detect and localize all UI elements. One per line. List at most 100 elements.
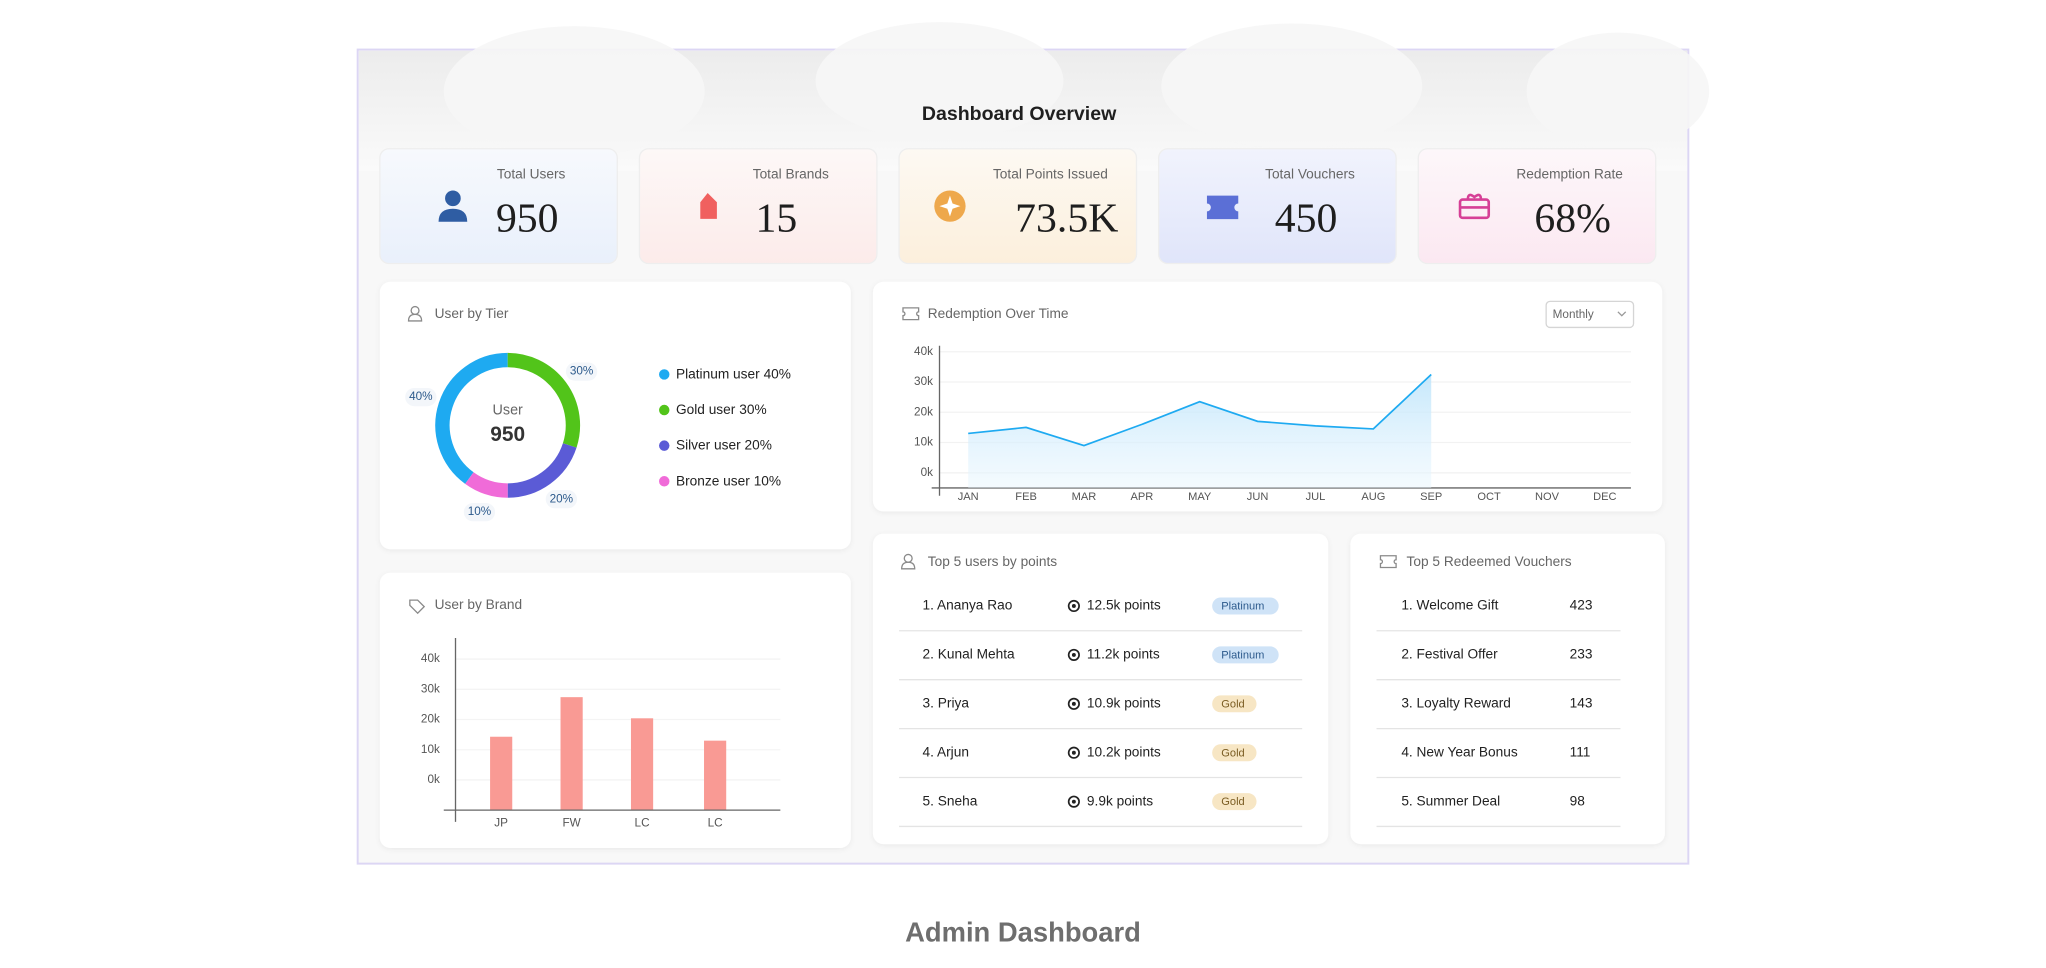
user-points: 12.5k points: [1087, 598, 1161, 613]
dropdown-caret[interactable]: [1617, 311, 1627, 317]
segment-label: 30%: [570, 365, 594, 378]
user-name: 2. Kunal Mehta: [923, 647, 1015, 662]
y-tick-label: 20k: [421, 713, 440, 726]
user-name: 1. Ananya Rao: [923, 598, 1013, 613]
points-icon-dot: [1071, 701, 1076, 706]
segment-label-bg: [463, 503, 496, 522]
legend-name: Platinum user: [676, 366, 760, 381]
stat-value: 450: [1275, 195, 1338, 241]
x-tick-label: JP: [494, 816, 508, 829]
legend-value: 10%: [754, 473, 781, 488]
panel-title: User by Brand: [435, 597, 523, 612]
donut-segment: [507, 442, 577, 498]
points-icon: [1067, 648, 1080, 661]
stat-value: 950: [496, 195, 559, 241]
bar: [630, 718, 654, 811]
legend-swatch: [659, 404, 670, 416]
x-tick-label: JUL: [1306, 491, 1326, 503]
legend-name: Bronze user: [676, 473, 750, 488]
y-tick-label: 10k: [421, 743, 440, 756]
legend-value: 40%: [764, 366, 791, 381]
x-tick-label: DEC: [1593, 491, 1616, 503]
x-tick-label: SEP: [1420, 491, 1442, 503]
bar: [560, 697, 583, 811]
legend-name: Silver user: [676, 437, 741, 452]
x-tick-label: NOV: [1535, 491, 1560, 503]
points-icon: [1067, 746, 1080, 759]
x-tick-label: JUN: [1247, 491, 1269, 503]
legend-name: Gold user: [676, 402, 736, 417]
voucher-name: 4. New Year Bonus: [1401, 744, 1518, 759]
voucher-count: 423: [1570, 598, 1593, 613]
dropdown-box[interactable]: [1545, 300, 1635, 329]
user-points: 10.2k points: [1087, 744, 1161, 759]
legend-swatch: [659, 440, 670, 451]
tier-badge: [1212, 744, 1257, 762]
x-tick-label: JAN: [958, 491, 979, 503]
stat-card: [379, 148, 618, 265]
voucher-count: 111: [1570, 744, 1591, 759]
user-name: 3. Priya: [923, 695, 970, 710]
stat-card: [1158, 148, 1397, 265]
x-tick-label: AUG: [1361, 491, 1385, 503]
stat-value: 73.5K: [1015, 195, 1118, 241]
y-tick-label: 20k: [914, 405, 933, 418]
stat-value: 68%: [1534, 195, 1610, 241]
voucher-name: 3. Loyalty Reward: [1401, 695, 1511, 710]
user-points: 11.2k points: [1087, 647, 1160, 662]
donut-center-value: 950: [490, 423, 525, 446]
header-decoration: [443, 22, 1710, 157]
y-tick-label: 0k: [427, 773, 440, 786]
stat-label: Total Brands: [753, 166, 829, 181]
dropdown-label[interactable]: Monthly: [1553, 308, 1594, 321]
user-points: 10.9k points: [1087, 695, 1161, 710]
segment-label-bg: [545, 490, 578, 509]
points-icon: [1067, 795, 1080, 808]
stat-card: [638, 148, 878, 265]
points-icon: [1067, 599, 1080, 613]
segment-label: 10%: [468, 505, 492, 518]
stat-label: Total Vouchers: [1265, 166, 1355, 181]
line-series: [968, 373, 1432, 447]
stat-label: Total Users: [497, 166, 566, 181]
dashboard-title: Dashboard Overview: [922, 103, 1117, 125]
tier-badge-text: Gold: [1221, 698, 1244, 710]
voucher-count: 98: [1570, 793, 1586, 808]
segment-label: 20%: [550, 492, 574, 505]
stat-card: [1417, 148, 1657, 265]
tier-badge: [1212, 793, 1257, 811]
donut-segment: [465, 472, 508, 498]
panel-icons: [407, 305, 1397, 615]
bar: [490, 736, 513, 811]
panel-title: Redemption Over Time: [928, 306, 1069, 321]
user-name: 4. Arjun: [923, 744, 969, 759]
x-tick-label: LC: [635, 816, 651, 829]
x-tick-label: FEB: [1015, 491, 1037, 503]
donut-segment: [435, 352, 508, 484]
voucher-name: 1. Welcome Gift: [1401, 598, 1498, 613]
caption: Admin Dashboard: [905, 916, 1141, 947]
legend-value: 30%: [739, 402, 766, 417]
bar: [704, 740, 727, 811]
donut-center-label: User: [493, 403, 524, 419]
y-tick-label: 40k: [421, 652, 440, 665]
y-tick-label: 30k: [421, 682, 440, 695]
tier-badge-text: Gold: [1221, 796, 1244, 808]
user-points: 9.9k points: [1087, 793, 1153, 808]
voucher-name: 5. Summer Deal: [1401, 793, 1500, 808]
x-tick-label: LC: [708, 816, 724, 829]
stat-icons: [438, 190, 1491, 222]
x-tick-label: OCT: [1477, 491, 1501, 503]
stat-label: Redemption Rate: [1516, 166, 1623, 181]
stat-value: 15: [756, 195, 798, 241]
points-icon: [1067, 697, 1080, 710]
period-dropdown[interactable]: Monthly: [1545, 300, 1635, 329]
x-tick-label: FW: [562, 816, 581, 829]
tier-badge-text: Gold: [1221, 747, 1244, 759]
y-tick-label: 40k: [914, 345, 933, 358]
legend-swatch: [659, 476, 670, 487]
y-tick-label: 10k: [914, 436, 933, 449]
x-tick-label: MAY: [1188, 491, 1212, 503]
stat-card: [898, 148, 1138, 265]
